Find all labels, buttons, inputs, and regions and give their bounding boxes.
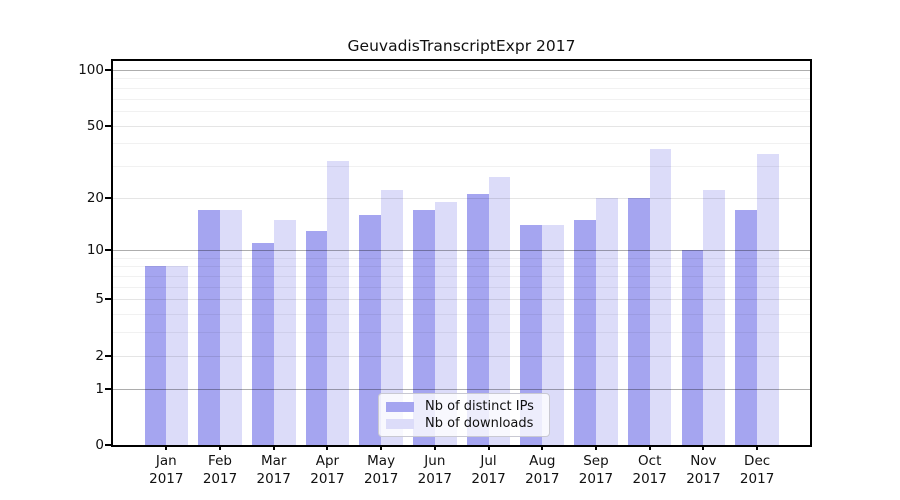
gridline-3 [113,332,810,334]
bar-ips-dec-2017 [735,210,758,445]
plot-area [111,59,812,447]
gridline-80 [113,87,810,89]
bar-downloads-apr-2017 [327,160,350,445]
x-tick-label-jul-2017: Jul 2017 [471,453,506,487]
bar-downloads-jul-2017 [488,177,511,445]
gridline-30 [113,165,810,167]
legend-label-distinct-ips: Nb of distinct IPs [425,399,534,414]
gridline-9 [113,257,810,259]
gridline-60 [113,110,810,112]
y-tick-label-5: 5 [95,291,104,308]
gridline-7 [113,276,810,278]
x-tick-mark-aug-2017 [541,445,544,450]
x-tick-label-apr-2017: Apr 2017 [310,453,345,487]
x-tick-mark-sep-2017 [594,445,597,450]
x-tick-label-oct-2017: Oct 2017 [632,453,667,487]
gridline-5 [113,299,810,301]
bar-ips-feb-2017 [198,210,220,445]
x-tick-label-jan-2017: Jan 2017 [149,453,184,487]
y-tick-label-0: 0 [95,437,104,453]
y-tick-label-2: 2 [95,347,104,364]
chart-title: GeuvadisTranscriptExpr 2017 [347,37,576,55]
gridline-20 [113,197,810,199]
y-tick-mark-2 [105,354,111,357]
y-tick-mark-1 [105,387,111,390]
gridline-6 [113,286,810,288]
bar-downloads-feb-2017 [220,210,242,445]
bar-ips-sep-2017 [574,219,596,445]
gridline-10 [113,250,810,252]
distinct-ips-swatch-icon [386,402,414,412]
gridline-8 [113,266,810,268]
bar-downloads-may-2017 [381,190,403,445]
y-tick-mark-10 [105,249,111,252]
y-tick-label-1: 1 [95,380,104,397]
gridline-50 [113,125,810,127]
x-tick-label-nov-2017: Nov 2017 [686,453,721,487]
x-tick-mark-jul-2017 [487,445,490,450]
bar-ips-apr-2017 [305,230,328,445]
x-tick-mark-jan-2017 [165,445,168,450]
y-tick-mark-50 [105,124,111,127]
y-tick-mark-100 [105,68,111,71]
x-tick-mark-feb-2017 [219,445,221,450]
gridline-1 [113,388,810,390]
legend-item-downloads: Nb of downloads [386,416,541,432]
gridline-4 [113,314,810,316]
y-tick-label-100: 100 [78,61,104,78]
y-tick-label-10: 10 [86,242,104,259]
x-tick-label-feb-2017: Feb 2017 [202,453,238,487]
x-tick-mark-apr-2017 [326,445,329,450]
x-tick-label-dec-2017: Dec 2017 [739,453,775,487]
bar-ips-oct-2017 [627,197,650,445]
legend-item-distinct-ips: Nb of distinct IPs [386,399,541,415]
bar-ips-mar-2017 [251,243,274,445]
x-tick-mark-mar-2017 [272,445,275,450]
y-tick-mark-0 [105,444,111,446]
bar-ips-nov-2017 [681,250,704,445]
bar-downloads-jan-2017 [166,266,189,445]
x-tick-mark-dec-2017 [756,445,759,450]
bar-downloads-oct-2017 [649,149,672,445]
bar-ips-may-2017 [359,214,382,445]
bar-ips-aug-2017 [520,224,543,445]
y-tick-label-20: 20 [86,189,104,206]
y-tick-mark-20 [105,196,111,199]
x-tick-label-aug-2017: Aug 2017 [525,453,560,487]
bar-downloads-nov-2017 [703,190,726,445]
y-tick-label-50: 50 [86,117,104,134]
bar-downloads-aug-2017 [542,224,565,445]
x-tick-mark-oct-2017 [648,445,651,450]
gridline-100 [113,69,810,71]
x-tick-label-mar-2017: Mar 2017 [256,453,291,487]
gridline-70 [113,98,810,100]
gridline-90 [113,78,810,80]
gridline-40 [113,143,810,145]
legend-label-downloads: Nb of downloads [425,416,534,431]
downloads-swatch-icon [386,419,414,429]
bar-ips-jan-2017 [144,266,167,445]
bar-ips-jun-2017 [413,210,435,445]
bar-ips-jul-2017 [466,193,489,445]
bar-downloads-dec-2017 [757,153,779,445]
x-tick-label-sep-2017: Sep 2017 [578,453,614,487]
x-tick-label-may-2017: May 2017 [363,453,399,487]
gridline-2 [113,355,810,357]
x-tick-mark-may-2017 [380,445,383,450]
y-tick-mark-5 [105,298,111,301]
x-tick-label-jun-2017: Jun 2017 [417,453,453,487]
bar-downloads-sep-2017 [595,197,618,445]
bar-downloads-jun-2017 [434,201,457,445]
x-tick-mark-jun-2017 [433,445,436,450]
legend: Nb of distinct IPs Nb of downloads [378,393,550,437]
x-tick-mark-nov-2017 [702,445,705,450]
bar-downloads-mar-2017 [273,219,296,445]
